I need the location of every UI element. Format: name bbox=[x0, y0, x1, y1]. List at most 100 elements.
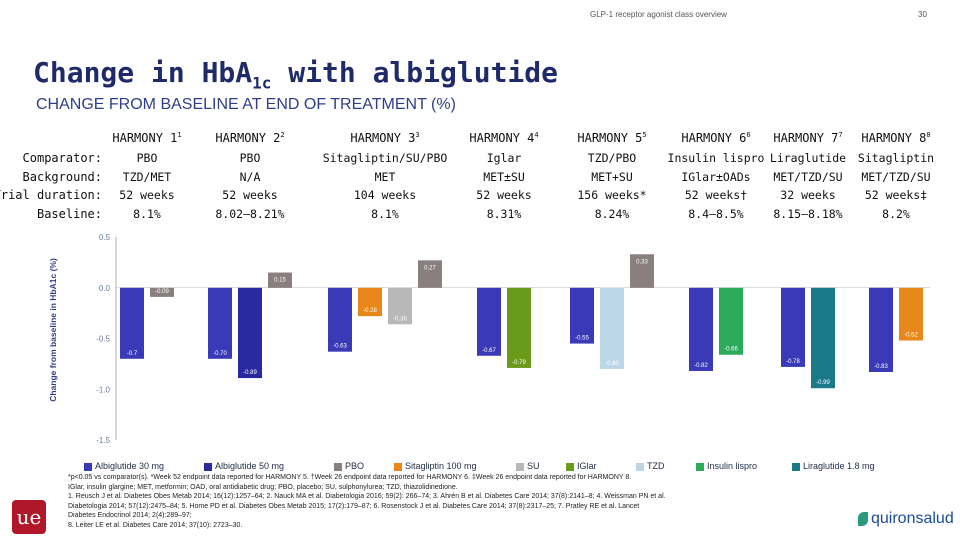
duration-cell: 52 weeks bbox=[119, 188, 175, 202]
bar bbox=[388, 287, 412, 325]
bar-label: -0.82 bbox=[694, 363, 708, 369]
bar bbox=[477, 287, 501, 356]
bar-label: -0.99 bbox=[816, 380, 830, 386]
bar bbox=[570, 287, 594, 344]
trial-name-text: HARMONY 6 bbox=[681, 131, 747, 145]
baseline-cell: 8.31% bbox=[486, 207, 522, 221]
background-cell: IGlar±OADs bbox=[681, 170, 751, 184]
row-duration: Trial duration: 52 weeks 52 weeks 104 weeks… bbox=[0, 188, 960, 206]
trial-ref: 5 bbox=[642, 131, 647, 139]
bar bbox=[630, 254, 654, 288]
legend-swatch bbox=[566, 462, 574, 471]
bar bbox=[120, 287, 144, 359]
trial-header-row: HARMONY 11 HARMONY 22 HARMONY 33 HARMONY 44… bbox=[0, 131, 960, 149]
bar-label: -0.28 bbox=[363, 308, 377, 314]
bar-label: -0.78 bbox=[786, 359, 800, 365]
legend-swatch bbox=[84, 462, 92, 471]
baseline-cell: 8.1% bbox=[371, 207, 399, 221]
legend-swatch bbox=[334, 462, 342, 471]
legend-item: Insulin lispro bbox=[696, 461, 757, 471]
legend-item: TZD bbox=[636, 461, 665, 471]
row-baseline: Baseline: 8.1% 8.02–8.21% 8.1% 8.31% 8.24% 8.4… bbox=[0, 207, 960, 225]
bar-label: -0.70 bbox=[213, 351, 227, 357]
duration-cell: 104 weeks bbox=[353, 188, 417, 202]
chart-legend: Albiglutide 30 mg Albiglutide 50 mg PBO Sit… bbox=[84, 461, 904, 473]
y-tick-label: -1.0 bbox=[96, 385, 110, 394]
background-cell: MET/TZD/SU bbox=[861, 170, 931, 184]
duration-cell: 32 weeks bbox=[780, 188, 836, 202]
header-section-label: GLP-1 receptor agonist class overview bbox=[590, 10, 727, 19]
legend-item: Albiglutide 30 mg bbox=[84, 461, 164, 471]
legend-swatch bbox=[696, 462, 704, 471]
brand-logo-left: ue bbox=[12, 500, 46, 534]
bar bbox=[507, 287, 531, 368]
legend-item: PBO bbox=[334, 461, 364, 471]
row-background: Background: TZD/MET N/A MET MET±SU MET+SU IGla… bbox=[0, 170, 960, 188]
comparator-cell: PBO bbox=[136, 151, 158, 165]
bar-label: -0.63 bbox=[333, 344, 347, 350]
row-label-duration: Trial duration: bbox=[0, 188, 102, 202]
bar-label: -0.09 bbox=[155, 289, 169, 295]
baseline-cell: 8.24% bbox=[594, 207, 630, 221]
legend-swatch bbox=[204, 462, 212, 471]
baseline-cell: 8.15–8.18% bbox=[773, 207, 843, 221]
trial-name-3: HARMONY 33 bbox=[350, 131, 419, 145]
bar-label: -0.7 bbox=[127, 351, 138, 357]
legend-label: Albiglutide 50 mg bbox=[215, 461, 285, 471]
bar bbox=[328, 287, 352, 352]
legend-swatch bbox=[792, 462, 800, 471]
trial-name-text: HARMONY 5 bbox=[577, 131, 643, 145]
trial-name-text: HARMONY 4 bbox=[469, 131, 535, 145]
baseline-cell: 8.1% bbox=[133, 207, 161, 221]
duration-cell: 52 weeks bbox=[222, 188, 278, 202]
trial-name-4: HARMONY 44 bbox=[469, 131, 538, 145]
background-cell: MET/TZD/SU bbox=[773, 170, 843, 184]
bar-label: -0.79 bbox=[512, 360, 526, 366]
baseline-cell: 8.4–8.5% bbox=[688, 207, 744, 221]
legend-label: Liraglutide 1.8 mg bbox=[803, 461, 875, 471]
bar-label: 0.15 bbox=[274, 278, 286, 284]
comparator-cell: Insulin lispro bbox=[667, 151, 765, 165]
bar bbox=[719, 287, 743, 355]
trial-name-7: HARMONY 77 bbox=[773, 131, 842, 145]
legend-label: Sitagliptin 100 mg bbox=[405, 461, 477, 471]
bar bbox=[869, 287, 893, 372]
row-label-baseline: Baseline: bbox=[36, 207, 102, 221]
legend-label: IGlar bbox=[577, 461, 597, 471]
bar bbox=[781, 287, 805, 367]
legend-item: Sitagliptin 100 mg bbox=[394, 461, 477, 471]
row-label-comparator: Comparator: bbox=[22, 151, 102, 165]
trial-ref: 1 bbox=[177, 131, 182, 139]
legend-item: IGlar bbox=[566, 461, 597, 471]
trial-name-text: HARMONY 2 bbox=[215, 131, 281, 145]
legend-swatch bbox=[516, 462, 524, 471]
bar bbox=[899, 287, 923, 341]
bar-label: 0.27 bbox=[424, 265, 436, 271]
trial-ref: 6 bbox=[746, 131, 751, 139]
baseline-cell: 8.2% bbox=[882, 207, 910, 221]
footnote-line: *p<0.05 vs comparator(s). *Week 52 endpo… bbox=[68, 474, 632, 481]
bar bbox=[811, 287, 835, 389]
legend-label: PBO bbox=[345, 461, 365, 471]
y-tick-label: 0.5 bbox=[99, 233, 111, 242]
legend-item: Albiglutide 50 mg bbox=[204, 461, 284, 471]
trial-ref: 2 bbox=[280, 131, 285, 139]
trial-name-text: HARMONY 3 bbox=[350, 131, 416, 145]
bar-label: -0.80 bbox=[605, 361, 619, 367]
legend-label: Albiglutide 30 mg bbox=[95, 461, 165, 471]
trial-ref: 3 bbox=[415, 131, 420, 139]
bar-label: -0.66 bbox=[724, 347, 738, 353]
footnote-line: 1. Reusch J et al. Diabetes Obes Metab 2… bbox=[68, 493, 666, 500]
legend-item: Liraglutide 1.8 mg bbox=[792, 461, 875, 471]
duration-cell: 52 weeks‡ bbox=[864, 188, 928, 202]
trial-name-1: HARMONY 11 bbox=[112, 131, 181, 145]
footnote-line: IGlar, insulin glargine; MET, metformin;… bbox=[68, 483, 458, 491]
y-tick-label: 0.0 bbox=[99, 284, 111, 293]
trial-name-text: HARMONY 8 bbox=[861, 131, 927, 145]
bar bbox=[150, 287, 174, 297]
bar-label: -0.36 bbox=[393, 316, 407, 322]
y-axis-label: Change from baseline in HbA1c (%) bbox=[48, 258, 58, 402]
trial-name-6: HARMONY 66 bbox=[681, 131, 750, 145]
row-label-background: Background: bbox=[22, 170, 102, 184]
duration-cell: 156 weeks* bbox=[577, 188, 647, 202]
